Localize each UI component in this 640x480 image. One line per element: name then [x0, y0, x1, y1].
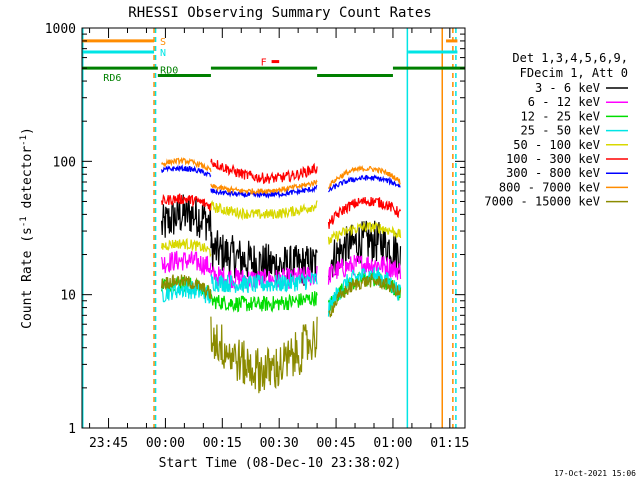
legend-label: 6 - 12 keV [528, 95, 600, 109]
series-line [210, 199, 318, 221]
legend-label: 7000 - 15000 keV [484, 195, 600, 209]
legend-label: 12 - 25 keV [521, 109, 600, 123]
series-line [210, 158, 318, 185]
series-line [161, 164, 212, 178]
y-tick-label: 1 [68, 422, 76, 437]
series-layer [161, 156, 402, 394]
series-line [327, 165, 401, 189]
x-tick-label: 23:45 [89, 436, 128, 451]
series-line [161, 156, 212, 173]
indicator-label: F [261, 58, 267, 69]
x-tick-label: 01:15 [430, 436, 469, 451]
series-line [161, 237, 212, 258]
y-label-part: detector [20, 146, 35, 217]
series-line [161, 250, 212, 276]
y-axis-label: Count Rate (s-1 detector-1) [19, 127, 35, 329]
series-line [161, 193, 212, 211]
legend-label: 50 - 100 keV [513, 138, 600, 152]
indicator-label: S [160, 37, 166, 48]
series-line [210, 316, 318, 394]
legend-header-line: FDecim 1, Att 0 [520, 66, 628, 80]
y-label-part: ) [20, 127, 35, 135]
series-line [327, 221, 402, 245]
status-bars: SN F RD6 RD0 [82, 37, 465, 84]
series-line [161, 274, 212, 299]
legend-label: 100 - 300 keV [506, 152, 600, 166]
axes: 1 10 100 1000 23:45 00:00 00:15 00:30 00:45 01:00… [45, 22, 470, 451]
y-tick-label: 1000 [45, 22, 76, 37]
orbit-label: RD6 [103, 73, 121, 84]
y-label-superscript: -1 [19, 135, 29, 146]
legend: Det 1,3,4,5,6,9, FDecim 1, Att 0 3 - 6 k… [484, 51, 628, 209]
x-tick-label: 00:30 [260, 436, 299, 451]
x-tick-label: 00:45 [316, 436, 355, 451]
y-tick-label: 100 [53, 155, 76, 170]
legend-label: 800 - 7000 keV [499, 180, 600, 194]
vertical-markers [82, 28, 457, 428]
y-label-superscript: -1 [19, 216, 29, 227]
x-tick-label: 01:00 [373, 436, 412, 451]
y-tick-label: 10 [60, 289, 76, 304]
series-line [210, 291, 318, 313]
y-label-part: Count Rate (s [20, 227, 35, 329]
legend-label: 25 - 50 keV [521, 124, 600, 138]
x-tick-label: 00:00 [146, 436, 185, 451]
x-tick-label: 00:15 [203, 436, 242, 451]
series-line [327, 196, 402, 229]
plot-frame [81, 27, 466, 429]
legend-header-line: Det 1,3,4,5,6,9, [512, 51, 628, 65]
legend-label: 300 - 800 keV [506, 166, 600, 180]
legend-label: 3 - 6 keV [535, 81, 600, 95]
x-axis-label: Start Time (08-Dec-10 23:38:02) [159, 456, 402, 471]
series-line [328, 272, 402, 318]
series-line [327, 220, 402, 281]
orbit-label: RD0 [160, 65, 178, 76]
series-line [210, 179, 318, 196]
series-line [328, 174, 401, 193]
series-line [210, 272, 318, 294]
chart-title: RHESSI Observing Summary Count Rates [128, 5, 431, 21]
timestamp: 17-Oct-2021 15:06 [554, 469, 636, 478]
indicator-label: N [160, 48, 166, 59]
